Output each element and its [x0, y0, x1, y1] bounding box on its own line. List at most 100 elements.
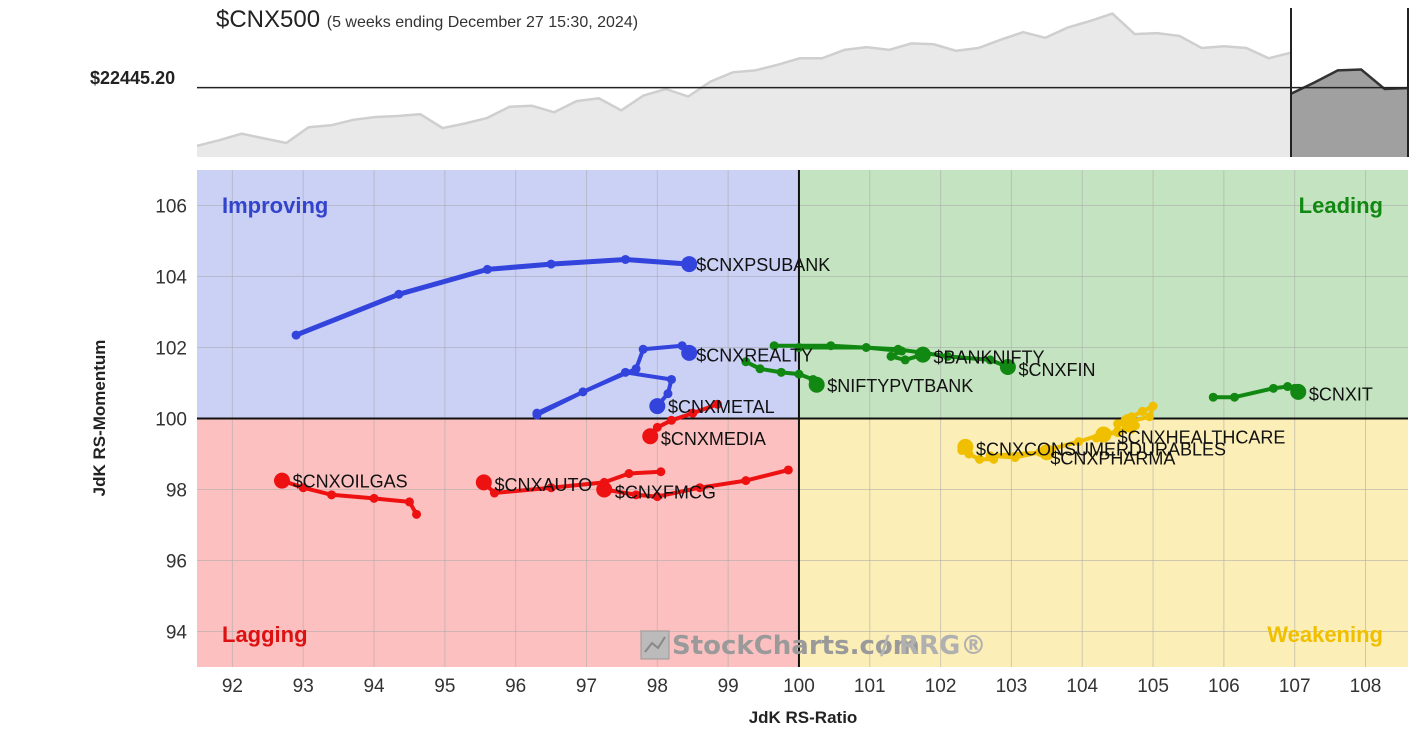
series-cnxrealty-point-3: [638, 344, 648, 354]
chart-title: $CNX500 (5 weeks ending December 27 15:3…: [216, 6, 638, 34]
quadrant-backgrounds: [197, 170, 1408, 667]
price-highlight-area: [1291, 69, 1408, 157]
series-cnxmedia-point-2: [666, 415, 676, 425]
x-axis-title: JdK RS-Ratio: [748, 708, 858, 727]
series-banknifty-point-3: [886, 351, 896, 361]
x-tick-label-100: 100: [783, 676, 815, 697]
axis-ticks: 92 93 94 95 96 97 98 99 100 101 102 103 104 105 106 107…: [155, 197, 1381, 698]
x-tick-label-108: 108: [1350, 676, 1382, 697]
series-banknifty-point-0: [794, 343, 804, 352]
series-cnxauto-head: [475, 474, 492, 491]
x-tick-label-96: 96: [505, 676, 526, 697]
x-tick-label-104: 104: [1066, 676, 1098, 697]
x-tick-label-105: 105: [1137, 676, 1169, 697]
series-cnxmetal-point-3: [663, 389, 673, 399]
quadrant-label-weakening: Weakening: [1267, 622, 1383, 647]
series-cnxfmcg-tail: [602, 468, 791, 499]
series-cnxit-point-2: [1268, 383, 1278, 393]
series-tail14-tail: [988, 430, 1109, 460]
label-cnxrealty: $CNXREALTY: [696, 346, 813, 366]
y-tick-label-104: 104: [155, 268, 187, 289]
series-cnxrealty-head: [681, 344, 698, 361]
x-tick-label-99: 99: [718, 676, 739, 697]
series-cnxmedia-head: [642, 428, 659, 445]
series-cnxhealthcare-point-4: [1145, 412, 1155, 422]
series-cnxit-point-1: [1229, 392, 1239, 402]
series-tail14-head: [1038, 444, 1055, 461]
watermark-product: RRG®: [899, 631, 986, 661]
series-cnxmetal-head: [649, 398, 666, 415]
series-cnxfmcg-head: [596, 481, 613, 498]
label-cnxfmcg: $CNXFMCG: [615, 482, 716, 502]
series-cnxit-point-0: [1208, 392, 1218, 402]
series-cnxmedia-point-1: [688, 408, 698, 418]
series-cnxoilgas-head: [273, 472, 290, 489]
y-tick-label-94: 94: [166, 623, 188, 644]
quadrant-label-improving: Improving: [222, 193, 328, 218]
x-tick-label-107: 107: [1279, 676, 1311, 697]
series-niftypvtbank-point-0: [741, 357, 751, 367]
series-cnxmedia-point-3: [652, 422, 662, 432]
series-labels: $CNXPSUBANK $CNXREALTY $CNXMETAL $CNXMEDIA $…: [293, 255, 1373, 502]
series-cnxfmcg-point-4: [631, 490, 641, 500]
center-axes: [197, 170, 1408, 667]
label-cnxpsubank: $CNXPSUBANK: [696, 255, 830, 275]
price-line: [196, 12, 1292, 148]
series-banknifty-point-2: [897, 346, 907, 356]
rotation-tails: [273, 254, 1307, 519]
series-cnxfmcg-point-1: [741, 476, 751, 486]
series-cnxmetal-point-2: [666, 374, 676, 384]
series-cnxrealty-point-2: [631, 364, 641, 374]
series-niftypvtbank-head: [808, 376, 825, 393]
x-tick-label-98: 98: [647, 676, 668, 697]
symbol-title: $CNX500: [216, 6, 321, 33]
label-cnxoilgas: $CNXOILGAS: [293, 472, 408, 492]
quadrant-leading: [798, 170, 1408, 419]
quadrant-improving: [197, 170, 799, 419]
series-tail14-point-4: [985, 451, 995, 461]
x-tick-label-93: 93: [293, 676, 314, 697]
series-cnxpsubank-point-4: [620, 254, 630, 264]
label-cnxhealthcare: $CNXHEALTHCARE: [1118, 427, 1286, 447]
y-tick-label-96: 96: [166, 552, 187, 573]
series-cnxfin-head: [999, 359, 1016, 376]
stockcharts-logo-icon: [640, 630, 670, 660]
series-cnxconsumerdurables-head: [957, 438, 974, 455]
x-tick-label-94: 94: [363, 676, 385, 697]
series-cnxfin-point-4: [985, 355, 995, 365]
x-tick-label-97: 97: [576, 676, 597, 697]
y-tick-label-98: 98: [166, 481, 187, 502]
series-cnxpsubank-point-3: [546, 259, 556, 269]
series-tail14-point-0: [1102, 428, 1112, 438]
quadrant-label-lagging: Lagging: [222, 622, 308, 647]
series-cnxoilgas-point-1: [404, 497, 414, 507]
series-banknifty-point-4: [900, 355, 910, 365]
series-cnxoilgas-point-2: [369, 493, 379, 503]
y-axis-title: JdK RS-Momentum: [90, 339, 109, 497]
x-tick-label-101: 101: [854, 676, 886, 697]
y-tick-label-100: 100: [155, 410, 187, 431]
series-cnxauto-point-0: [656, 467, 666, 477]
series-cnxoilgas-point-4: [298, 483, 308, 493]
label-cnxpharma: $CNXPHARMA: [1050, 449, 1175, 469]
price-area: [197, 13, 1291, 157]
series-cnxfmcg-point-0: [783, 465, 793, 475]
watermark-brand: StockCharts.com: [672, 631, 920, 661]
series-cnxoilgas-point-0: [412, 509, 422, 519]
quadrant-weakening: [798, 418, 1408, 667]
series-cnxconsumerdurables-point-1: [975, 454, 985, 464]
series-cnxpharma-point-3: [1127, 424, 1137, 434]
reference-price-label: $22445.20: [90, 68, 176, 88]
series-cnxauto-point-3: [546, 483, 556, 493]
series-cnxmetal-point-0: [532, 408, 542, 418]
watermark-slash: /: [880, 631, 890, 661]
series-cnxpsubank-point-0: [291, 330, 301, 340]
period-subtitle: (5 weeks ending December 27 15:30, 2024): [326, 14, 639, 31]
y-tick-label-102: 102: [155, 339, 187, 360]
series-cnxhealthcare-point-0: [1113, 419, 1123, 429]
series-cnxoilgas-point-3: [327, 490, 337, 500]
series-banknifty-point-1: [861, 343, 871, 352]
series-niftypvtbank-point-1: [755, 364, 765, 374]
